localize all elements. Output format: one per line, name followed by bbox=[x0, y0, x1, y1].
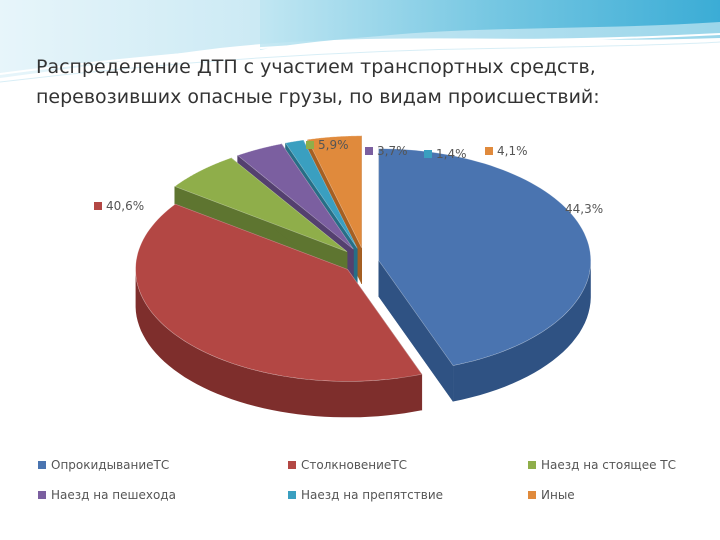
pie-slice-side bbox=[135, 271, 422, 418]
data-label: 5,9% bbox=[318, 138, 349, 152]
data-label: 1,4% bbox=[436, 147, 467, 161]
legend-swatch bbox=[38, 461, 46, 469]
legend-label: СтолкновениеТС bbox=[301, 458, 408, 472]
pie-slice bbox=[174, 157, 348, 252]
pie-slice bbox=[378, 148, 592, 366]
pie-tops bbox=[135, 135, 592, 382]
legend-label: Наезд на пешехода bbox=[51, 488, 176, 502]
pie-slice bbox=[135, 203, 423, 382]
slide-title-line-2: перевозивших опасные грузы, по видам про… bbox=[36, 86, 600, 108]
slide-title-line-1: Распределение ДТП с участием транспортны… bbox=[36, 56, 596, 78]
legend-swatch bbox=[288, 491, 296, 499]
legend-item: Иные bbox=[528, 488, 575, 502]
data-label-swatch bbox=[485, 147, 493, 155]
pie-slice bbox=[307, 135, 363, 248]
legend-label: Наезд на препятствие bbox=[301, 488, 444, 502]
legend-swatch bbox=[38, 491, 46, 499]
legend-label: Иные bbox=[541, 488, 575, 502]
pie-slice-wall bbox=[378, 259, 454, 403]
pie-slice bbox=[285, 139, 358, 249]
legend-item: ОпрокидываниеТС bbox=[38, 458, 169, 472]
legend-item: Наезд на препятствие bbox=[288, 488, 443, 502]
legend-swatch bbox=[528, 491, 536, 499]
legend-swatch bbox=[288, 461, 296, 469]
slide-title: Распределение ДТП с участием транспортны… bbox=[36, 52, 696, 112]
data-label-swatch bbox=[94, 202, 102, 210]
pie-slice bbox=[237, 143, 354, 250]
data-label-swatch bbox=[553, 205, 561, 213]
data-label-swatch bbox=[306, 141, 314, 149]
data-labels: 44,3% 40,6% 5,9% 3,7% 1,4% 4,1% bbox=[94, 138, 603, 216]
header-decoration bbox=[0, 0, 720, 83]
data-label: 4,1% bbox=[497, 144, 528, 158]
legend-label: ОпрокидываниеТС bbox=[51, 458, 170, 472]
legend-swatch bbox=[528, 461, 536, 469]
legend-item: Наезд на стоящее ТС bbox=[528, 458, 676, 472]
data-label: 44,3% bbox=[565, 202, 603, 216]
data-label-swatch bbox=[365, 147, 373, 155]
data-label: 3,7% bbox=[377, 144, 408, 158]
pie-slice-side bbox=[453, 261, 591, 402]
legend-item: Наезд на пешехода bbox=[38, 488, 176, 502]
data-label-swatch bbox=[424, 150, 432, 158]
legend-item: СтолкновениеТС bbox=[288, 458, 407, 472]
data-label: 40,6% bbox=[106, 199, 144, 213]
legend-label: Наезд на стоящее ТС bbox=[541, 458, 677, 472]
